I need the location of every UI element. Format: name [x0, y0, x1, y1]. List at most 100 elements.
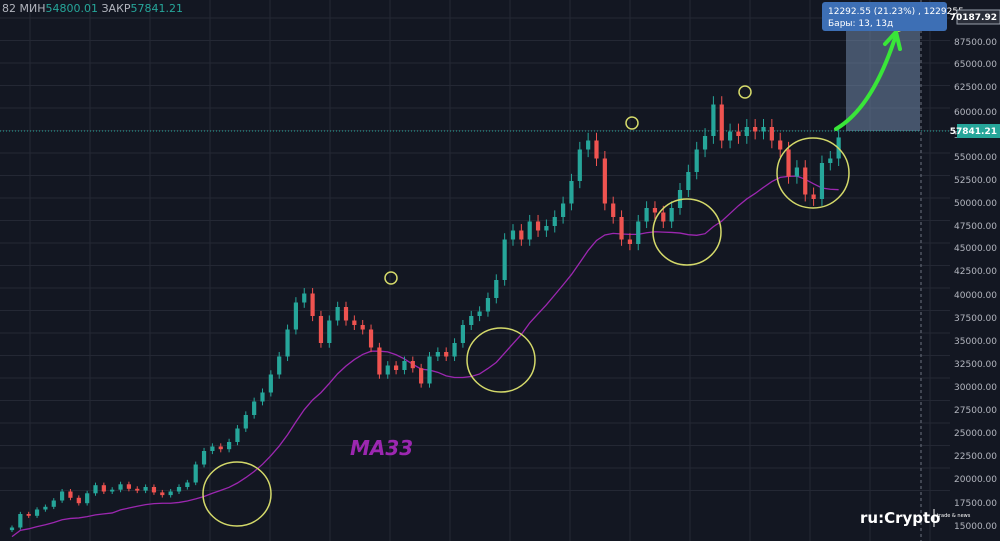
candle-body [126, 484, 131, 489]
candle-body [310, 293, 315, 316]
candle-body [811, 194, 816, 199]
y-tick-label: 15000.00 [954, 522, 997, 532]
candle-body [669, 208, 674, 222]
candle-body [661, 212, 666, 222]
candle-body [753, 127, 758, 132]
y-tick-label: 45000.00 [954, 244, 997, 254]
candle-body [260, 392, 265, 402]
candle-body [18, 514, 23, 528]
candle-body [702, 136, 708, 150]
candle-body [385, 365, 390, 375]
candle-body [302, 293, 307, 303]
candle-body [435, 352, 440, 357]
y-tick-label: 40000.00 [954, 291, 997, 301]
candle-body [535, 221, 541, 231]
y-tick-label: 47500.00 [954, 222, 997, 232]
candle-body [594, 140, 599, 159]
measure-line1: 12292.55 (21.23%) , 1229255 [828, 7, 964, 17]
candle-body [218, 446, 223, 450]
candle-body [477, 311, 482, 316]
candle-body [93, 485, 98, 494]
candle-body [819, 163, 825, 199]
candle-body [519, 230, 524, 240]
candle-body [786, 149, 791, 177]
y-tick-label: 65000.00 [954, 60, 997, 70]
y-tick-label: 32500.00 [954, 360, 997, 370]
candle-body [360, 325, 365, 330]
candle-body [210, 446, 215, 451]
candle-body [277, 356, 282, 375]
candle-body [76, 497, 81, 504]
candle-body [143, 487, 148, 491]
projection-arrowhead [883, 30, 902, 51]
candle-body [402, 361, 407, 370]
annotation-circle [202, 461, 272, 527]
candle-body [761, 127, 766, 132]
y-tick-label: 37500.00 [954, 314, 997, 324]
candle-body [485, 298, 491, 312]
y-tick-label: 62500.00 [954, 83, 997, 93]
candle-body [285, 329, 290, 357]
y-tick-label: 87500.00 [954, 38, 997, 48]
candle-body [494, 280, 499, 298]
candle-body [377, 347, 382, 375]
candle-body [544, 226, 549, 231]
candle-body [652, 208, 658, 213]
candle-body [201, 451, 207, 465]
candle-body [368, 329, 374, 348]
candle-body [327, 320, 332, 343]
candle-body [168, 491, 173, 496]
candle-body [235, 428, 240, 442]
candle-body [110, 489, 115, 492]
y-tick-label: 25000.00 [954, 429, 997, 439]
y-tick-label: 55000.00 [954, 153, 997, 163]
y-tick-label: 35000.00 [954, 337, 997, 347]
candle-body [644, 208, 649, 222]
candle-body [160, 492, 165, 496]
candle-body [686, 172, 691, 190]
candle-body [85, 493, 90, 504]
candle-body [43, 506, 48, 510]
candle-body [619, 217, 624, 240]
candle-body [778, 140, 783, 150]
candle-body [343, 307, 349, 321]
candle-body [293, 302, 298, 330]
candle-body [728, 131, 733, 141]
candle-body [335, 307, 340, 321]
candle-body [227, 442, 232, 450]
ohlc-prev-value: 82 [2, 2, 16, 15]
candle-body [51, 500, 56, 507]
candle-body [60, 491, 65, 501]
candle-body [101, 485, 106, 492]
y-tick-label: 30000.00 [954, 383, 997, 393]
peak-marker [625, 116, 639, 130]
ohlc-low-value: 54800.01 [45, 2, 99, 15]
candle-body [469, 316, 474, 325]
y-tick-label: 17500.00 [954, 499, 997, 509]
candle-body [176, 487, 182, 492]
candle-body [527, 221, 532, 240]
candle-body [444, 352, 449, 357]
candle-body [34, 509, 40, 516]
candle-body [193, 464, 198, 483]
candle-body [352, 320, 357, 325]
candle-body [552, 217, 557, 226]
candle-body [711, 104, 716, 136]
candle-body [427, 356, 432, 384]
logo-tagline: trade & news [937, 513, 971, 519]
candle-body [410, 361, 415, 369]
annotation-circle [652, 198, 722, 266]
y-tick-label: 52500.00 [954, 176, 997, 186]
candle-body [736, 131, 741, 136]
candle-body [394, 365, 399, 370]
candle-body [151, 487, 157, 493]
ma33-line [11, 175, 839, 538]
candle-body [460, 325, 465, 343]
candle-body [744, 127, 749, 136]
candle-body [636, 221, 641, 244]
y-tick-label: 50000.00 [954, 199, 997, 209]
peak-marker [738, 85, 752, 99]
y-tick-label: 60000.00 [954, 108, 997, 118]
